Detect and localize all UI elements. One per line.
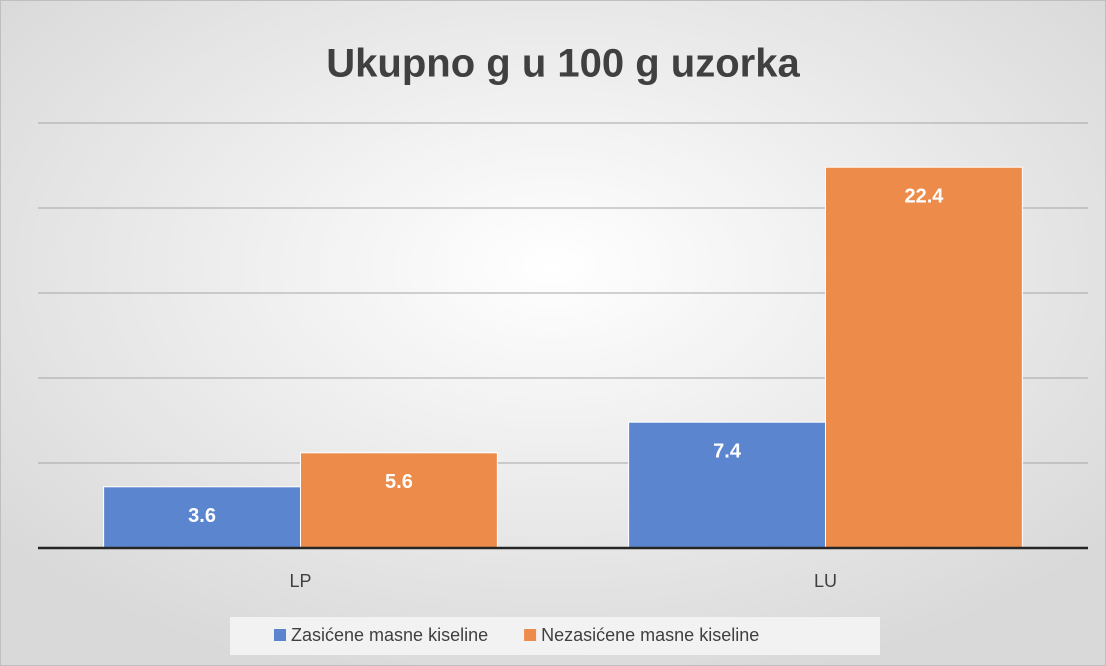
legend-label: Zasićene masne kiseline xyxy=(291,625,488,645)
data-label: 22.4 xyxy=(904,185,944,207)
legend-box xyxy=(230,617,880,655)
x-tick-label: LP xyxy=(289,571,311,591)
legend-swatch xyxy=(524,629,537,641)
chart-title: Ukupno g u 100 g uzorka xyxy=(326,42,800,86)
data-label: 3.6 xyxy=(188,505,216,527)
x-tick-label: LU xyxy=(814,571,837,591)
data-label: 7.4 xyxy=(713,440,742,462)
bar xyxy=(825,166,1023,549)
data-label: 5.6 xyxy=(385,471,413,493)
bar xyxy=(300,452,498,549)
legend-swatch xyxy=(274,629,286,641)
legend-label: Nezasićene masne kiseline xyxy=(541,625,759,645)
